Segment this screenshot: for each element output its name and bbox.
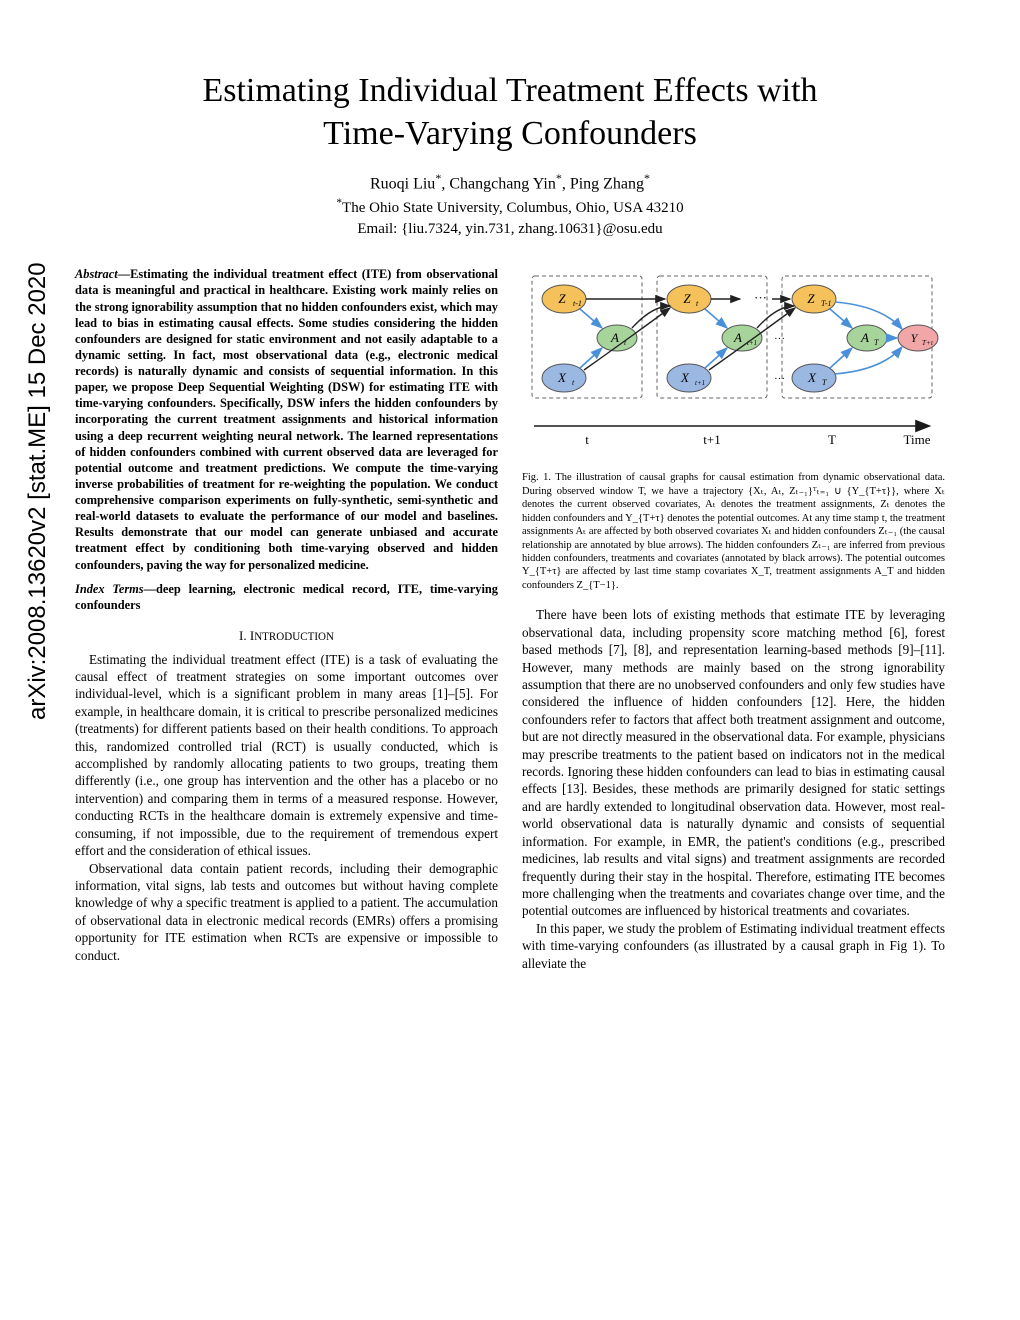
- figure-1-caption: Fig. 1. The illustration of causal graph…: [522, 471, 945, 592]
- right-column: Z t-1 Z t Z T-1 A t A t+1 A T X t X t+1 …: [522, 266, 945, 972]
- svg-text:Z: Z: [683, 291, 691, 306]
- svg-text:t: t: [585, 432, 589, 447]
- title-line-1: Estimating Individual Treatment Effects …: [202, 72, 817, 109]
- svg-text:···: ···: [774, 333, 785, 345]
- section-heading-intro: I. INTRODUCTION: [75, 627, 498, 645]
- figure-1: Z t-1 Z t Z T-1 A t A t+1 A T X t X t+1 …: [522, 266, 945, 461]
- affiliation: *The Ohio State University, Columbus, Oh…: [75, 197, 945, 217]
- email-line: Email: {liu.7324, yin.731, zhang.10631}@…: [75, 221, 945, 238]
- svg-text:Z: Z: [807, 291, 815, 306]
- svg-text:T: T: [874, 338, 879, 347]
- right-para-1: There have been lots of existing methods…: [522, 606, 945, 920]
- left-column: Abstract—Estimating the individual treat…: [75, 266, 498, 972]
- abstract-body: —Estimating the individual treatment eff…: [75, 267, 498, 571]
- intro-para-2: Observational data contain patient recor…: [75, 860, 498, 965]
- authors-line: Ruoqi Liu*, Changchang Yin*, Ping Zhang*: [75, 171, 945, 193]
- abstract-label: Abstract: [75, 267, 118, 281]
- svg-text:X: X: [680, 370, 690, 385]
- svg-text:A: A: [733, 330, 742, 345]
- svg-text:T: T: [828, 432, 836, 447]
- abstract-block: Abstract—Estimating the individual treat…: [75, 266, 498, 572]
- svg-text:t+1: t+1: [747, 339, 757, 347]
- svg-text:T: T: [822, 378, 827, 387]
- paper-title: Estimating Individual Treatment Effects …: [75, 70, 945, 155]
- svg-text:···: ···: [754, 290, 767, 305]
- index-terms-block: Index Terms—deep learning, electronic me…: [75, 581, 498, 613]
- svg-text:t-1: t-1: [573, 299, 582, 308]
- title-line-2: Time-Varying Confounders: [323, 115, 697, 152]
- svg-text:A: A: [860, 330, 869, 345]
- arxiv-banner: arXiv:2008.13620v2 [stat.ME] 15 Dec 2020: [24, 262, 52, 720]
- svg-text:T+τ: T+τ: [922, 339, 934, 347]
- svg-text:t+1: t+1: [703, 432, 720, 447]
- svg-text:Time: Time: [904, 432, 931, 447]
- right-para-2: In this paper, we study the problem of E…: [522, 920, 945, 972]
- svg-text:A: A: [610, 330, 619, 345]
- svg-text:···: ···: [774, 373, 785, 385]
- index-terms-label: Index Terms: [75, 582, 144, 596]
- svg-text:X: X: [557, 370, 567, 385]
- affiliation-text: The Ohio State University, Columbus, Ohi…: [342, 200, 684, 216]
- figure-1-svg: Z t-1 Z t Z T-1 A t A t+1 A T X t X t+1 …: [522, 266, 942, 461]
- svg-text:Z: Z: [558, 291, 566, 306]
- svg-text:t+1: t+1: [695, 379, 705, 387]
- intro-para-1: Estimating the individual treatment effe…: [75, 651, 498, 860]
- svg-text:T-1: T-1: [821, 299, 832, 308]
- svg-text:X: X: [807, 370, 817, 385]
